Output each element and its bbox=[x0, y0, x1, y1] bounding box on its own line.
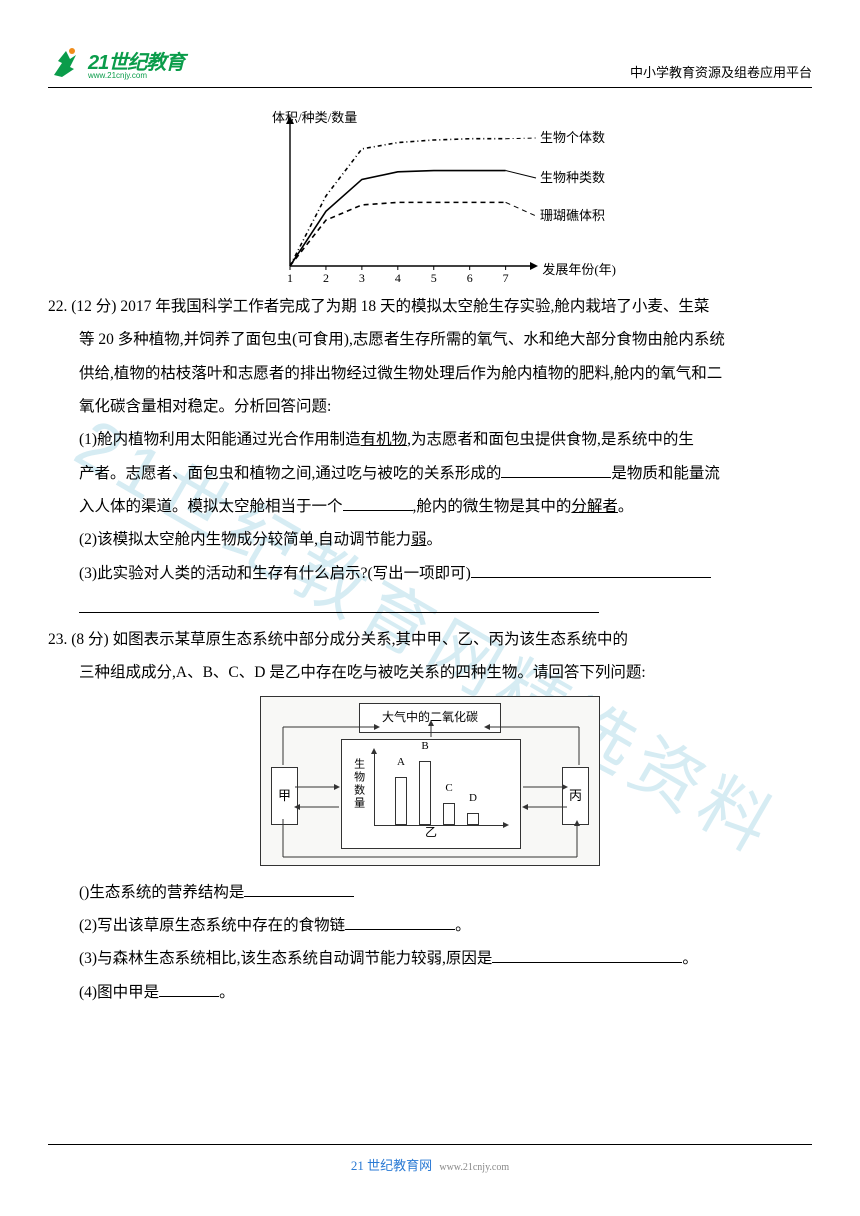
q23-p3-end: 。 bbox=[682, 950, 698, 967]
q22-p2a: (2)该模拟太空舱内生物成分较简单,自动调节能力 bbox=[79, 531, 411, 548]
q22-text-2: 等 20 多种植物,并饲养了面包虫(可食用),志愿者生存所需的氧气、水和绝大部分… bbox=[48, 323, 812, 356]
svg-text:7: 7 bbox=[503, 271, 509, 285]
runner-icon bbox=[48, 45, 84, 81]
footer-brand: 21 世纪教育网 bbox=[351, 1158, 432, 1173]
diagram-bar bbox=[467, 813, 479, 825]
page-footer: 21 世纪教育网 www.21cnjy.com bbox=[48, 1144, 812, 1174]
svg-text:珊瑚礁体积: 珊瑚礁体积 bbox=[540, 208, 605, 223]
q22-p1-underline2: 分解者 bbox=[571, 498, 618, 515]
q22-p1-underline1: 有机物 bbox=[361, 431, 408, 448]
page-content: 体积/种类/数量 1234567生物个体数生物种类数珊瑚礁体积 发展年份(年) … bbox=[48, 106, 812, 1009]
q22-p1f: ,舱内的微生物是其中的 bbox=[413, 498, 572, 515]
diagram-bar bbox=[419, 761, 431, 825]
svg-text:2: 2 bbox=[323, 271, 329, 285]
diagram-inner: 生物数量 ABCD 乙 bbox=[341, 739, 521, 849]
q22-blank-1[interactable] bbox=[501, 459, 611, 478]
q22-p1a: (1)舱内植物利用太阳能通过光合作用制造 bbox=[79, 431, 361, 448]
q22-points: (12 分) bbox=[71, 298, 116, 315]
q22-p1d: 是物质和能量流 bbox=[611, 465, 720, 482]
svg-text:6: 6 bbox=[467, 271, 473, 285]
q23-p2: (2)写出该草原生态系统中存在的食物链 bbox=[79, 917, 345, 934]
q23-points: (8 分) bbox=[71, 631, 108, 648]
growth-chart: 体积/种类/数量 1234567生物个体数生物种类数珊瑚礁体积 发展年份(年) bbox=[250, 106, 610, 286]
svg-text:5: 5 bbox=[431, 271, 437, 285]
q23-p1: ()生态系统的营养结构是 bbox=[79, 884, 244, 901]
q23-blank-1[interactable] bbox=[244, 878, 354, 897]
svg-text:生物种类数: 生物种类数 bbox=[540, 170, 605, 185]
diagram-bar-area: ABCD bbox=[374, 754, 504, 826]
q23-blank-4[interactable] bbox=[159, 978, 219, 997]
q23-text-2: 三种组成成分,A、B、C、D 是乙中存在吃与被吃关系的四种生物。请回答下列问题: bbox=[48, 656, 812, 689]
q22-blank-2[interactable] bbox=[343, 492, 413, 511]
svg-text:生物个体数: 生物个体数 bbox=[540, 130, 605, 145]
q23-p4: (4)图中甲是 bbox=[79, 984, 159, 1001]
diagram-bar bbox=[443, 803, 455, 825]
q22-p2b: 。 bbox=[426, 531, 442, 548]
q23-p2-end: 。 bbox=[455, 917, 471, 934]
diagram-bar bbox=[395, 777, 407, 825]
q22-p1c: 产者。志愿者、面包虫和植物之间,通过吃与被吃的关系形成的 bbox=[79, 465, 501, 482]
svg-text:3: 3 bbox=[359, 271, 365, 285]
site-logo: 21世纪教育 www.21cnjy.com bbox=[48, 45, 184, 81]
q22-text-1: 2017 年我国科学工作者完成了为期 18 天的模拟太空舱生存实验,舱内栽培了小… bbox=[120, 298, 709, 315]
diagram-bottom-label: 乙 bbox=[425, 820, 437, 846]
q23-blank-3[interactable] bbox=[492, 945, 682, 964]
q23-number: 23. bbox=[48, 631, 67, 648]
q22-p1b: ,为志愿者和面包虫提供食物,是系统中的生 bbox=[407, 431, 694, 448]
q22-p1g: 。 bbox=[618, 498, 634, 515]
svg-text:1: 1 bbox=[287, 271, 293, 285]
q22-blank-3[interactable] bbox=[471, 559, 711, 578]
header-subtitle: 中小学教育资源及组卷应用平台 bbox=[630, 62, 812, 81]
q23-text-1: 如图表示某草原生态系统中部分成分关系,其中甲、乙、丙为该生态系统中的 bbox=[113, 631, 628, 648]
diagram-left-box: 甲 bbox=[271, 767, 298, 825]
chart1-x-label: 发展年份(年) bbox=[542, 256, 616, 284]
q23-p4-end: 。 bbox=[219, 984, 235, 1001]
q22-text-3: 供给,植物的枯枝落叶和志愿者的排出物经过微生物处理后作为舱内植物的肥料,舱内的氧… bbox=[48, 357, 812, 390]
footer-url: www.21cnjy.com bbox=[439, 1162, 509, 1173]
diagram-bar-label: A bbox=[397, 751, 405, 775]
q23-p3: (3)与森林生态系统相比,该生态系统自动调节能力较弱,原因是 bbox=[79, 950, 492, 967]
diagram-bar-label: B bbox=[421, 735, 428, 759]
q22-p1e: 入人体的渠道。模拟太空舱相当于一个 bbox=[79, 498, 343, 515]
q22-text-4: 氧化碳含量相对稳定。分析回答问题: bbox=[48, 390, 812, 423]
svg-text:4: 4 bbox=[395, 271, 401, 285]
q22-p2-underline: 弱 bbox=[411, 531, 427, 548]
page-header: 21世纪教育 www.21cnjy.com 中小学教育资源及组卷应用平台 bbox=[48, 40, 812, 88]
chart1-y-label: 体积/种类/数量 bbox=[272, 104, 357, 132]
diagram-title: 大气中的二氧化碳 bbox=[359, 703, 501, 733]
q22-p3a: (3)此实验对人类的活动和生存有什么启示?(写出一项即可) bbox=[79, 565, 471, 582]
q22-blank-4[interactable] bbox=[79, 594, 599, 613]
ecosystem-diagram: 大气中的二氧化碳 甲 丙 生物数量 ABCD 乙 bbox=[260, 696, 600, 866]
q23-blank-2[interactable] bbox=[345, 911, 455, 930]
diagram-right-box: 丙 bbox=[562, 767, 589, 825]
q22-number: 22. bbox=[48, 298, 67, 315]
diagram-inner-ylabel: 生物数量 bbox=[346, 758, 370, 810]
diagram-bar-label: C bbox=[445, 777, 452, 801]
diagram-bar-label: D bbox=[469, 787, 477, 811]
